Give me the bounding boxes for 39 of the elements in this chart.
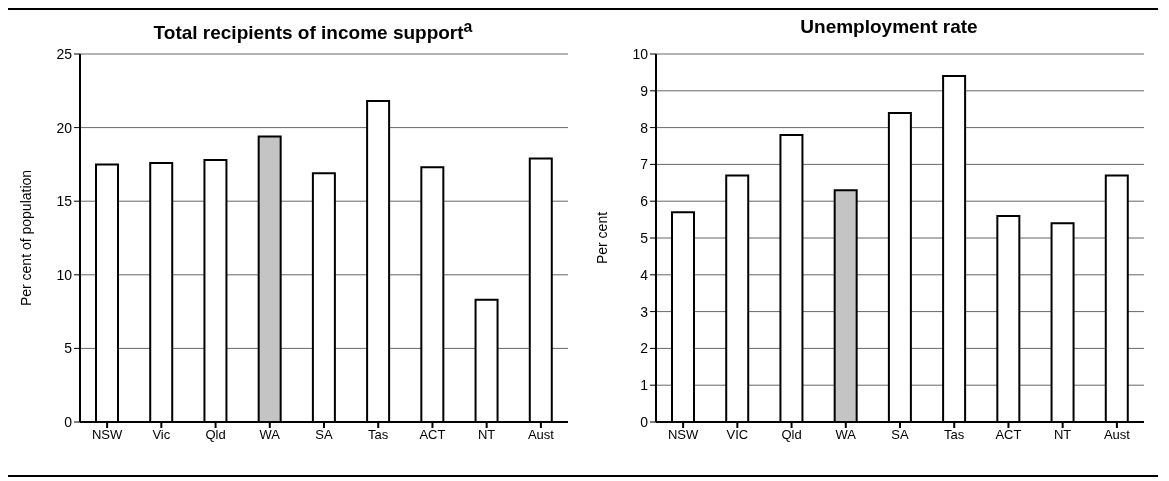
y-axis-title: Per cent <box>593 211 610 265</box>
y-tick-label: 3 <box>640 303 649 320</box>
y-tick-label: 4 <box>640 266 649 283</box>
x-tick-label: WA <box>835 427 857 443</box>
y-tick-label: 10 <box>632 45 649 62</box>
x-tick-label: ACT <box>419 427 446 443</box>
x-tick-label: ACT <box>995 427 1022 443</box>
y-tick-label: 5 <box>64 340 73 357</box>
y-tick-label: 2 <box>640 340 649 357</box>
y-tick-label: 0 <box>640 413 649 430</box>
y-tick-label: 10 <box>56 266 73 283</box>
y-axis-title: Per cent of population <box>17 169 34 307</box>
y-tick-label: 9 <box>640 82 649 99</box>
y-tick-label: 8 <box>640 119 649 136</box>
y-tick-label: 5 <box>640 229 649 246</box>
x-tick-label: NT <box>1053 427 1072 443</box>
chart-title: Unemployment rate <box>799 15 979 39</box>
x-tick-label: Tas <box>944 427 965 443</box>
x-tick-label: Qld <box>781 427 802 443</box>
y-tick-label: 25 <box>56 45 73 62</box>
y-tick-label: 7 <box>640 156 649 173</box>
chart-title: Total recipients of income support$^{a}$ <box>152 17 474 46</box>
x-tick-label: Vic <box>152 427 171 443</box>
x-tick-label: Tas <box>368 427 389 443</box>
x-tick-label: SA <box>891 427 909 443</box>
x-tick-label: Aust <box>527 427 555 443</box>
y-tick-label: 20 <box>56 119 73 136</box>
x-tick-label: Aust <box>1103 427 1131 443</box>
x-tick-label: WA <box>259 427 281 443</box>
x-tick-label: NSW <box>91 427 123 443</box>
y-tick-label: 15 <box>56 193 73 210</box>
x-tick-label: VIC <box>726 427 749 443</box>
x-tick-label: NSW <box>667 427 699 443</box>
y-tick-label: 1 <box>640 377 649 394</box>
y-tick-label: 6 <box>640 193 649 210</box>
x-tick-label: Qld <box>205 427 226 443</box>
x-tick-label: SA <box>315 427 333 443</box>
y-tick-label: 0 <box>64 413 73 430</box>
x-tick-label: NT <box>477 427 496 443</box>
